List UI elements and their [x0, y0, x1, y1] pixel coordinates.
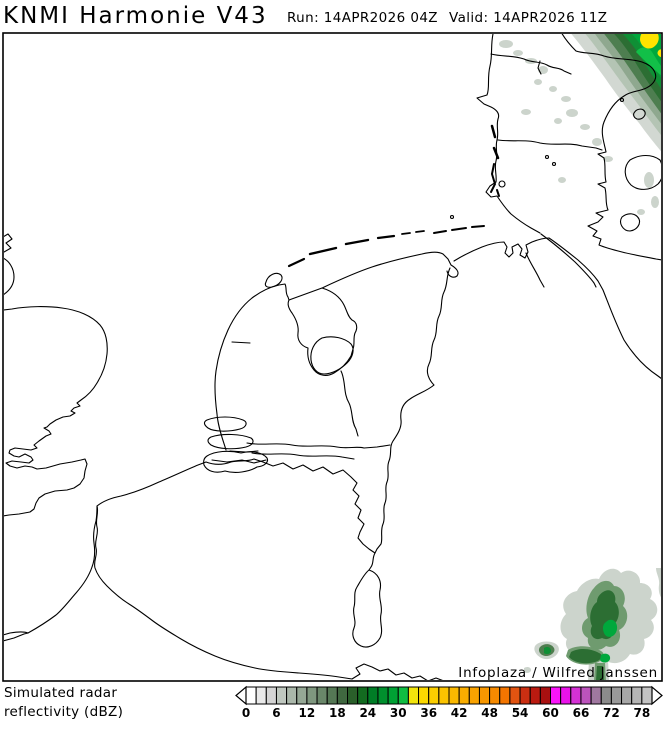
map-frame — [2, 32, 663, 682]
colorbar-cell — [316, 686, 328, 705]
colorbar-cell — [560, 686, 572, 705]
run-info: Run: 14APR2026 04Z — [287, 10, 438, 26]
colorbar-cell — [509, 686, 521, 705]
valid-info: Valid: 14APR2026 11Z — [449, 10, 607, 26]
colorbar-cell — [428, 686, 440, 705]
weser-river — [525, 252, 545, 288]
elbe-river — [548, 237, 661, 379]
colorbar — [245, 686, 653, 705]
coastlines-england — [4, 233, 108, 517]
denmark-coast — [476, 34, 661, 261]
colorbar-cell — [265, 686, 277, 705]
colorbar-cell — [580, 686, 592, 705]
colorbar-cell — [326, 686, 338, 705]
colorbar-tick-label: 24 — [359, 706, 376, 720]
page-title: KNMI Harmonie V43 — [3, 3, 268, 29]
credit-text: Infoplaza / Wilfred Janssen — [458, 665, 658, 681]
colorbar-left-arrow-icon — [235, 685, 247, 706]
ijsselmeer — [287, 287, 358, 376]
colorbar-cell — [397, 686, 409, 705]
fyn-island — [624, 154, 661, 190]
colorbar-cell — [357, 686, 369, 705]
german-coast — [449, 214, 661, 379]
colorbar-tick-label: 30 — [390, 706, 407, 720]
zeeland-islands — [203, 416, 269, 473]
legend-line1: Simulated radar — [4, 685, 118, 701]
colorbar-tick-label: 54 — [512, 706, 529, 720]
colorbar-cell — [570, 686, 582, 705]
limfjord — [490, 53, 572, 75]
colorbar-cell — [387, 686, 399, 705]
map-background — [3, 33, 662, 681]
colorbar-tick-label: 18 — [329, 706, 346, 720]
colorbar-cell — [438, 686, 450, 705]
colorbar-cell — [489, 686, 501, 705]
colorbar-cell — [336, 686, 349, 705]
colorbar-cell — [458, 686, 470, 705]
colorbar-cell — [468, 686, 480, 705]
colorbar-cell — [286, 686, 298, 705]
colorbar-tick-label: 48 — [481, 706, 498, 720]
colorbar-cell — [367, 686, 379, 705]
colorbar-cell — [478, 686, 491, 705]
wadden-islands — [264, 225, 485, 288]
colorbar-cell — [306, 686, 318, 705]
colorbar-tick-label: 66 — [573, 706, 590, 720]
colorbar-tick-labels: 0 6 12 18 24 30 36 42 48 54 60 66 72 78 — [242, 706, 650, 720]
colorbar-cell — [621, 686, 633, 705]
valid-label: Valid: — [449, 10, 489, 26]
colorbar-legend: Simulated radar reflectivity (dBZ) — [4, 684, 123, 722]
colorbar-tick-label: 0 — [242, 706, 250, 720]
precip-cluster-southeast — [524, 568, 661, 680]
colorbar-cell — [600, 686, 612, 705]
precip-yellow-core — [640, 34, 659, 49]
colorbar-tick-label: 60 — [542, 706, 559, 720]
rivers-netherlands — [211, 341, 391, 464]
colorbar-cell — [610, 686, 623, 705]
colorbar-cell — [519, 686, 531, 705]
colorbar-cell — [296, 686, 308, 705]
border-france-belgium — [94, 505, 443, 680]
colorbar-cell — [550, 686, 562, 705]
netherlands-coast — [214, 251, 459, 453]
border-luxembourg — [352, 569, 383, 648]
run-value: 14APR2026 04Z — [323, 10, 438, 26]
colorbar-cell — [347, 686, 359, 705]
colorbar-tick-label: 42 — [451, 706, 468, 720]
colorbar-cell — [499, 686, 511, 705]
colorbar-cell — [255, 686, 267, 705]
colorbar-cell — [377, 686, 389, 705]
colorbar-cell — [590, 686, 602, 705]
border-netherlands-belgium — [262, 461, 376, 554]
colorbar-tick-label: 78 — [633, 706, 650, 720]
legend-line2: reflectivity (dBZ) — [4, 704, 124, 720]
colorbar-cell — [407, 686, 420, 705]
colorbar-cell — [641, 686, 653, 705]
precip-specks-north — [499, 40, 659, 215]
flevoland-polder — [310, 336, 354, 375]
colorbar-tick-label: 36 — [420, 706, 437, 720]
colorbar-tick-label: 12 — [299, 706, 316, 720]
colorbar-cell — [631, 686, 643, 705]
border-germany-west — [368, 267, 451, 571]
colorbar-cell — [245, 686, 257, 705]
border-germany-denmark — [497, 139, 603, 151]
colorbar-cell — [539, 686, 551, 705]
colorbar-tick-label: 72 — [603, 706, 620, 720]
colorbar-cell — [275, 686, 288, 705]
colorbar-cell — [529, 686, 541, 705]
colorbar-cell — [418, 686, 430, 705]
valid-value: 14APR2026 11Z — [493, 10, 608, 26]
run-label: Run: — [287, 10, 320, 26]
colorbar-right-arrow-icon — [651, 685, 663, 706]
colorbar-tick-label: 6 — [272, 706, 280, 720]
colorbar-cell — [448, 686, 460, 705]
